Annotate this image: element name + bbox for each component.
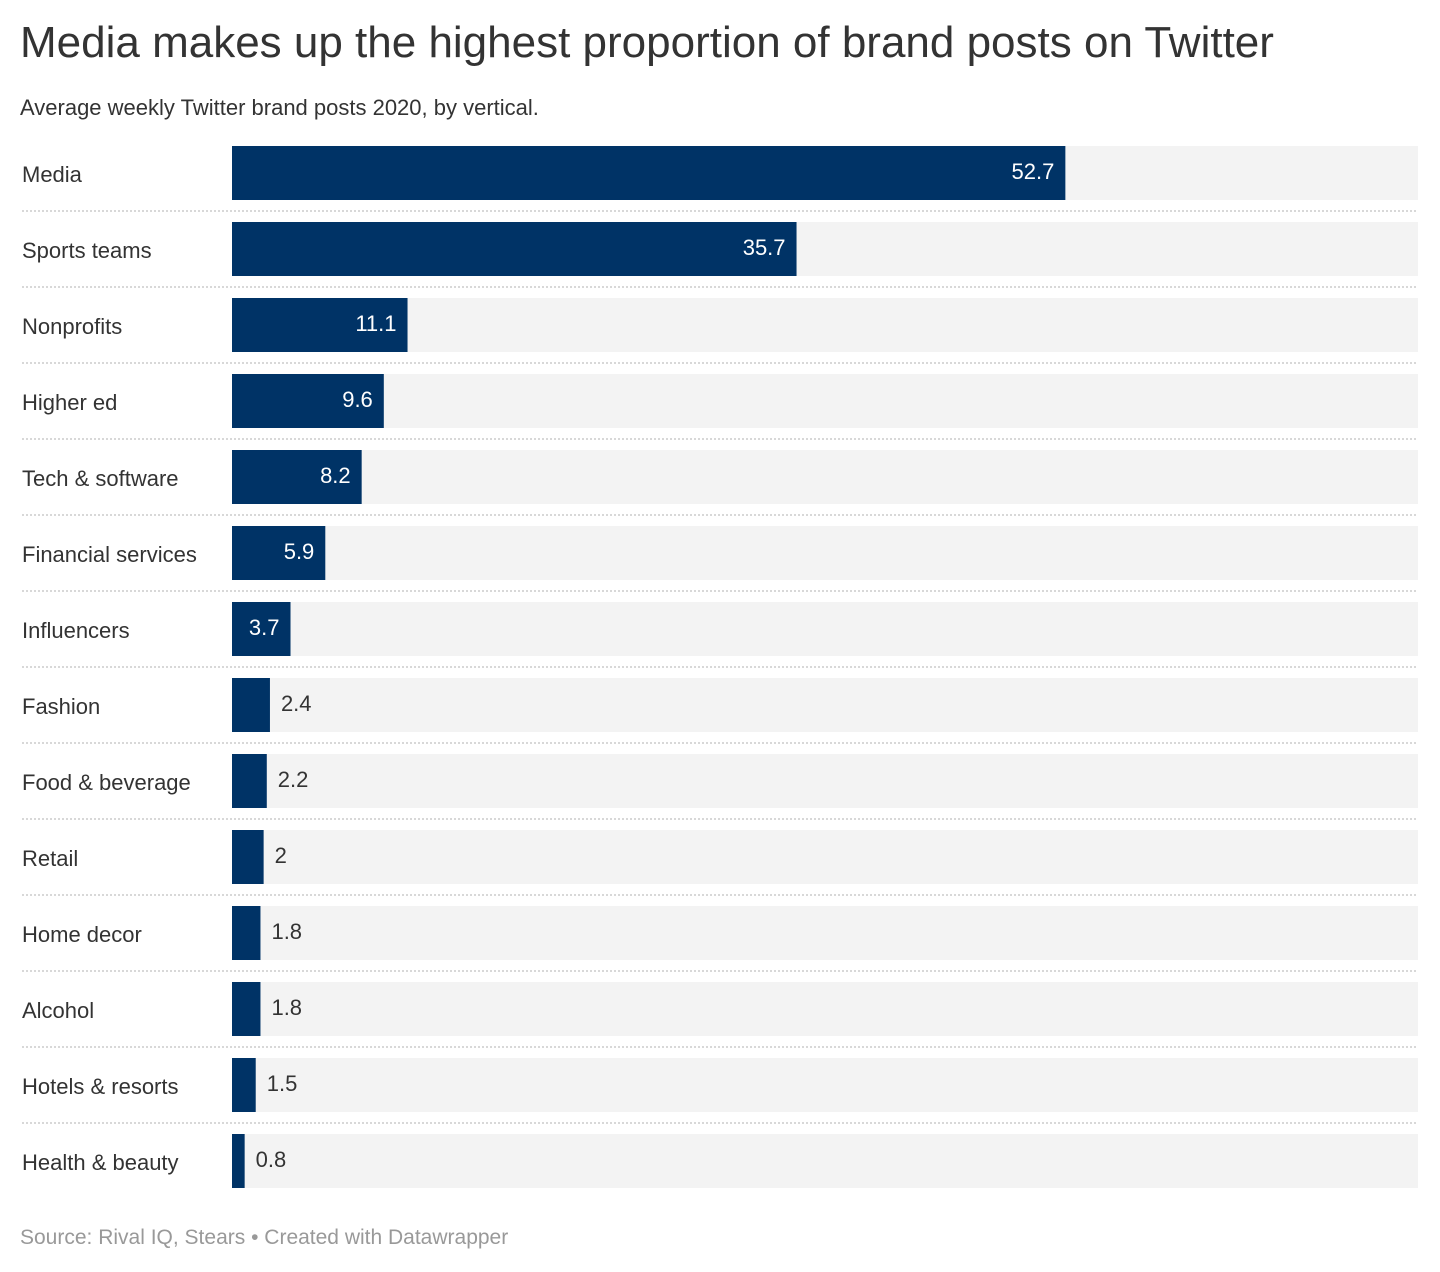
bar <box>232 982 261 1036</box>
category-label: Sports teams <box>22 238 152 263</box>
bar <box>232 222 797 276</box>
value-label: 11.1 <box>355 311 396 336</box>
bar-track <box>232 298 1418 352</box>
category-label: Food & beverage <box>22 770 191 795</box>
bar-track <box>232 678 1418 732</box>
category-label: Financial services <box>22 542 197 567</box>
source-text: Source: Rival IQ, Stears <box>20 1226 246 1249</box>
bar <box>232 526 326 580</box>
value-label: 2 <box>275 843 287 868</box>
category-label: Retail <box>22 846 78 871</box>
bar-track <box>232 602 1418 656</box>
value-label: 3.7 <box>249 615 280 640</box>
bar-track <box>232 754 1418 808</box>
category-label: Alcohol <box>22 998 94 1023</box>
bar <box>232 678 270 732</box>
bar <box>232 754 267 808</box>
bar <box>232 374 384 428</box>
value-label: 5.9 <box>284 539 315 564</box>
footer-separator: • <box>245 1226 265 1249</box>
bar-track <box>232 526 1418 580</box>
value-label: 2.2 <box>278 767 309 792</box>
chart-footer: Source: Rival IQ, Stears • Created with … <box>20 1226 508 1250</box>
category-label: Nonprofits <box>22 314 122 339</box>
value-label: 35.7 <box>743 235 786 260</box>
category-label: Influencers <box>22 618 130 643</box>
category-label: Fashion <box>22 694 100 719</box>
bar-track <box>232 1058 1418 1112</box>
bar-track <box>232 906 1418 960</box>
category-label: Hotels & resorts <box>22 1074 179 1099</box>
chart-title: Media makes up the highest proportion of… <box>20 18 1274 67</box>
bar <box>232 830 264 884</box>
value-label: 52.7 <box>1012 159 1055 184</box>
value-label: 1.5 <box>267 1071 298 1096</box>
value-label: 8.2 <box>320 463 351 488</box>
category-label: Higher ed <box>22 390 117 415</box>
category-label: Health & beauty <box>22 1150 179 1175</box>
category-label: Home decor <box>22 922 142 947</box>
category-label: Tech & software <box>22 466 179 491</box>
bar <box>232 450 362 504</box>
value-label: 1.8 <box>271 919 302 944</box>
value-label: 9.6 <box>342 387 373 412</box>
bar <box>232 1058 256 1112</box>
bar <box>232 906 261 960</box>
category-label: Media <box>22 162 83 187</box>
bar <box>232 298 408 352</box>
chart-subtitle: Average weekly Twitter brand posts 2020,… <box>20 95 539 120</box>
bar <box>232 602 291 656</box>
bar-track <box>232 1134 1418 1188</box>
bar <box>232 146 1066 200</box>
bar-track <box>232 830 1418 884</box>
value-label: 0.8 <box>256 1147 287 1172</box>
value-label: 2.4 <box>281 691 312 716</box>
bar <box>232 1134 245 1188</box>
bar-track <box>232 450 1418 504</box>
credit-link[interactable]: Created with Datawrapper <box>264 1226 509 1249</box>
bar-track <box>232 374 1418 428</box>
value-label: 1.8 <box>271 995 302 1020</box>
bar-track <box>232 982 1418 1036</box>
